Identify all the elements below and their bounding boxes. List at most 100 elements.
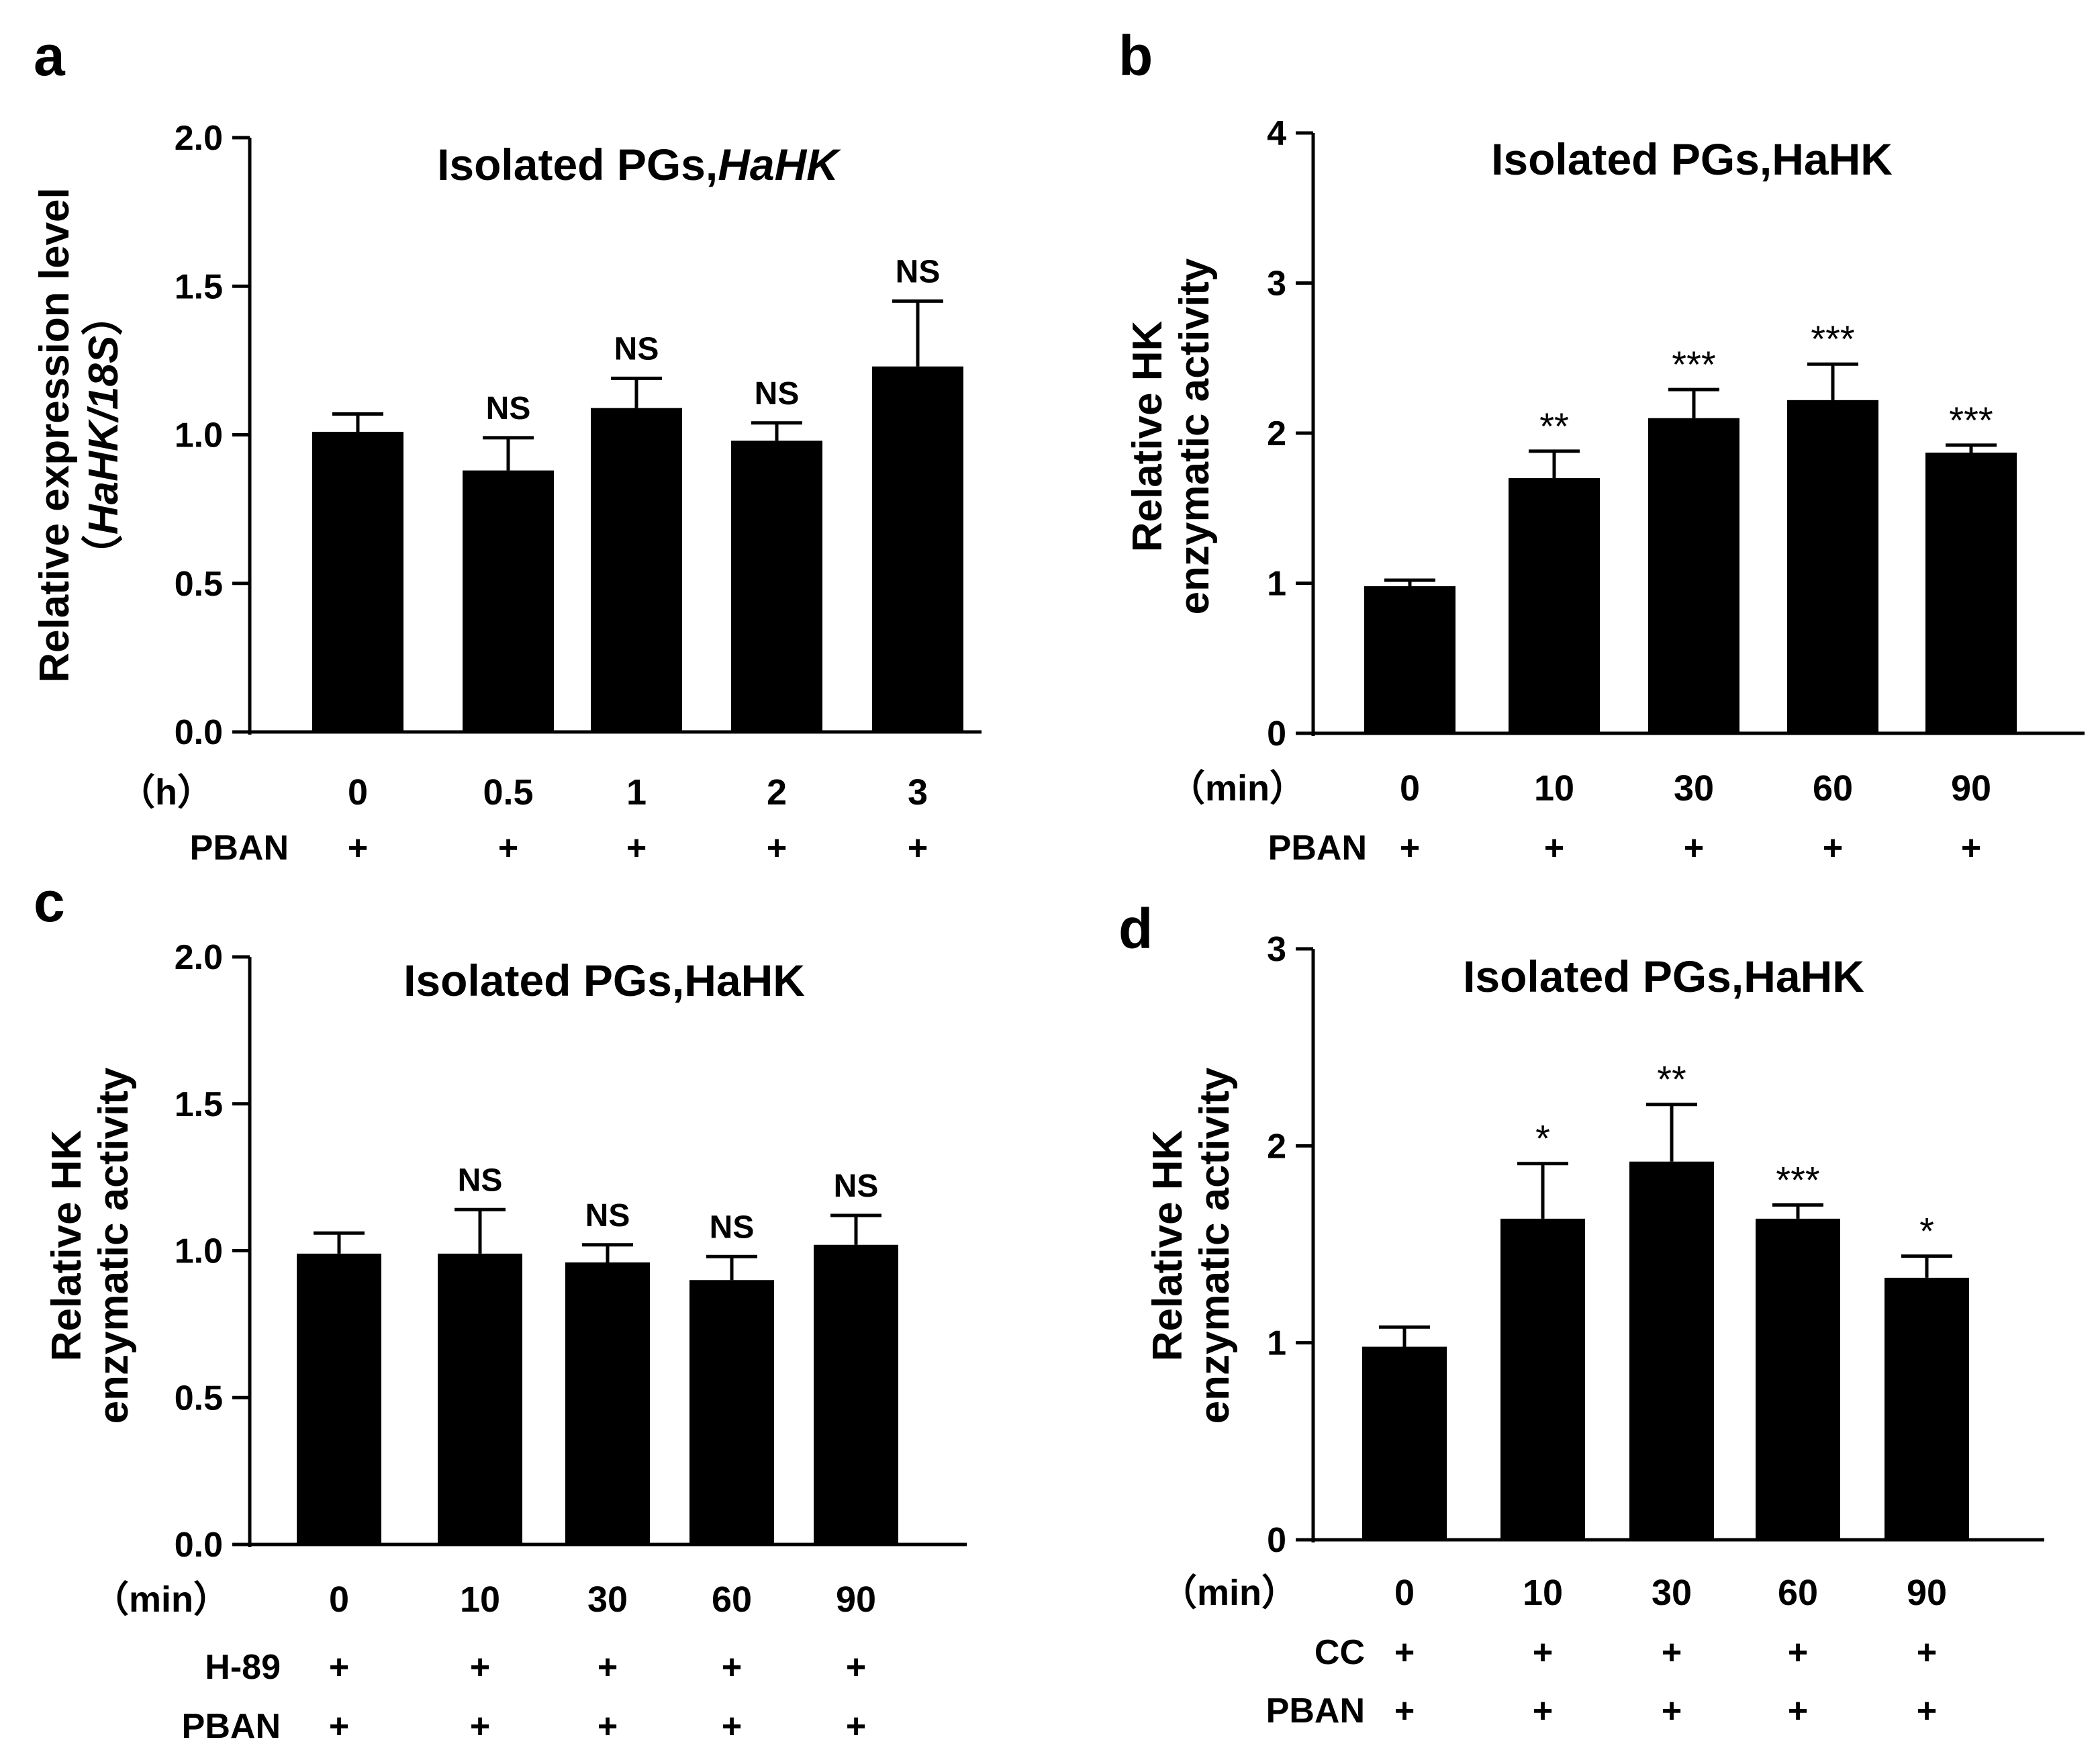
treatment-name: PBAN: [1268, 829, 1367, 868]
y-tick-label: 4: [1267, 114, 1286, 153]
treatment-mark: +: [598, 1648, 618, 1687]
x-category-label: 30: [1652, 1573, 1692, 1613]
bar: [814, 1244, 898, 1544]
panel-a: a Isolated PGs,HaHK 0.0 0.5 1.0 1.5 2.0 0 + NS 0.5…: [32, 24, 982, 868]
treatment-mark: +: [470, 1707, 490, 1746]
y-axis-label-line2: enzymatic activity: [1172, 258, 1218, 614]
x-category-label: 2: [767, 772, 787, 813]
treatment-mark: +: [1917, 1633, 1937, 1672]
x-category-label: 90: [1907, 1573, 1947, 1613]
panel-letter: b: [1118, 24, 1153, 87]
treatment-mark: +: [1662, 1692, 1682, 1730]
bar: [312, 432, 403, 732]
treatment-mark: +: [1788, 1633, 1808, 1672]
bar: [565, 1262, 650, 1544]
treatment-mark: +: [1823, 829, 1843, 868]
treatment-mark: +: [470, 1648, 490, 1687]
significance-label: NS: [458, 1162, 503, 1198]
chart-title: Isolated PGs,HaHK: [1463, 952, 1864, 1001]
panel-b: b Isolated PGs,HaHK 0 1 2 3 4 0 + ** 10 + *** 30 + *** 6…: [1118, 24, 2085, 868]
treatment-mark: +: [722, 1648, 742, 1687]
bar: [1364, 586, 1455, 733]
treatment-mark: +: [329, 1707, 349, 1746]
treatment-mark: +: [348, 829, 368, 868]
x-category-label: 90: [836, 1579, 876, 1620]
y-tick-label: 1: [1267, 1324, 1286, 1363]
chart-title: Isolated PGs,HaHK: [403, 956, 805, 1005]
x-category-label: 0: [329, 1579, 349, 1620]
x-category-label: 0: [1400, 768, 1420, 808]
y-tick-label: 1.5: [175, 1085, 223, 1124]
x-category-label: 10: [1523, 1573, 1563, 1613]
treatment-mark: +: [626, 829, 647, 868]
y-tick-label: 1.0: [175, 1232, 223, 1271]
y-axis-label: Relative HK: [1125, 320, 1171, 552]
treatment-mark: +: [329, 1648, 349, 1687]
treatment-mark: +: [498, 829, 518, 868]
significance-label: NS: [614, 331, 659, 367]
y-tick-label: 3: [1267, 265, 1286, 304]
y-axis-label-italic: HaHK/18S: [81, 336, 127, 535]
panel-letter: d: [1118, 897, 1153, 960]
treatment-mark: +: [1394, 1692, 1415, 1730]
chart-title: Isolated PGs,HaHK: [1491, 134, 1893, 184]
x-category-label: 60: [1813, 768, 1853, 808]
significance-label: **: [1657, 1058, 1686, 1101]
bar: [731, 441, 822, 732]
y-tick-label: 0: [1267, 1521, 1286, 1560]
significance-label: *: [1535, 1117, 1550, 1160]
y-axis-label: Relative HK: [1145, 1129, 1191, 1361]
significance-label: NS: [896, 254, 941, 289]
treatment-mark: +: [767, 829, 787, 868]
significance-label: NS: [585, 1198, 630, 1234]
significance-label: ***: [1776, 1158, 1819, 1201]
significance-label: ***: [1949, 399, 1993, 441]
bar: [872, 366, 963, 732]
treatment-name: H-89: [205, 1648, 281, 1687]
x-category-label: 30: [1674, 768, 1714, 808]
x-unit-label: （min）: [1169, 768, 1306, 808]
y-tick-label: 1.0: [175, 416, 223, 455]
bar: [1925, 453, 2017, 733]
treatment-mark: +: [598, 1707, 618, 1746]
bar: [1648, 418, 1739, 733]
bar: [1787, 400, 1878, 733]
chart-title: Isolated PGs,HaHK: [437, 140, 841, 189]
significance-label: **: [1539, 405, 1569, 447]
treatment-mark: +: [1533, 1692, 1553, 1730]
treatment-mark: +: [846, 1707, 866, 1746]
treatment-name: PBAN: [182, 1707, 281, 1746]
bar: [1884, 1277, 1969, 1540]
bar: [689, 1280, 774, 1544]
x-category-label: 10: [1534, 768, 1574, 808]
y-tick-label: 2: [1267, 1127, 1286, 1166]
y-tick-label: 1: [1267, 565, 1286, 604]
treatment-mark: +: [846, 1648, 866, 1687]
significance-label: NS: [755, 376, 800, 412]
x-category-label: 0: [1394, 1573, 1415, 1613]
treatment-mark: +: [1533, 1633, 1553, 1672]
y-axis-label: Relative HK: [44, 1129, 90, 1361]
bar: [1362, 1346, 1447, 1540]
x-category-label: 60: [1778, 1573, 1818, 1613]
treatment-name: PBAN: [1266, 1692, 1365, 1730]
y-axis-label-line2: enzymatic activity: [91, 1067, 137, 1424]
y-tick-label: 2: [1267, 414, 1286, 453]
y-tick-label: 2.0: [175, 938, 223, 977]
y-tick-label: 0: [1267, 714, 1286, 753]
treatment-mark: +: [1961, 829, 1981, 868]
panel-letter: a: [34, 24, 66, 87]
y-tick-label: 0.0: [175, 713, 223, 752]
significance-label: ***: [1811, 318, 1854, 360]
y-tick-label: 0.5: [175, 1379, 223, 1418]
treatment-mark: +: [1544, 829, 1564, 868]
treatment-mark: +: [1684, 829, 1704, 868]
treatment-mark: +: [1400, 829, 1420, 868]
y-tick-label: 1.5: [175, 267, 223, 306]
y-tick-label: 0.0: [175, 1526, 223, 1565]
significance-label: ***: [1672, 343, 1715, 385]
treatment-name: CC: [1315, 1633, 1365, 1672]
treatment-name: PBAN: [190, 829, 289, 868]
